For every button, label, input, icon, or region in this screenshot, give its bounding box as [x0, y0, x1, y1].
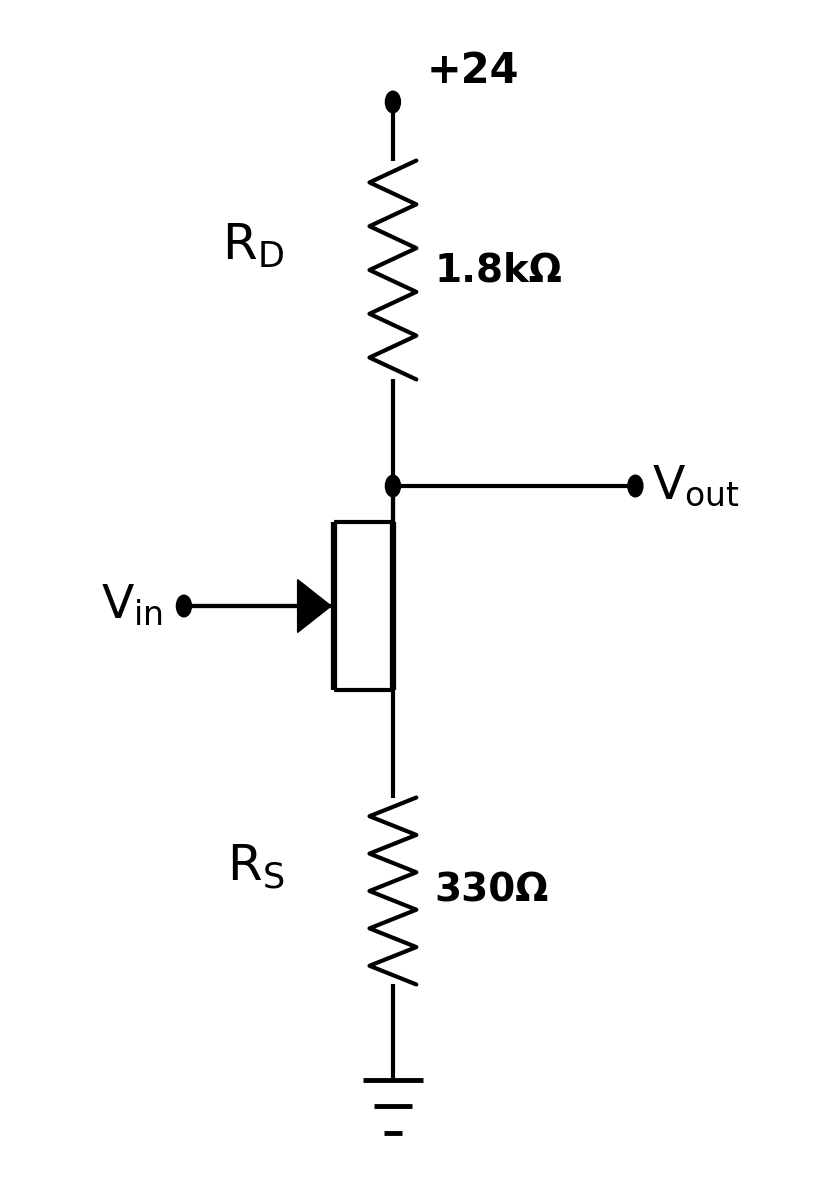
Text: $\mathregular{V_{in}}$: $\mathregular{V_{in}}$: [101, 583, 163, 629]
Text: $\mathregular{R_D}$: $\mathregular{R_D}$: [222, 222, 284, 270]
Circle shape: [176, 595, 191, 617]
Circle shape: [385, 91, 400, 113]
Circle shape: [628, 475, 643, 497]
Text: +24: +24: [426, 50, 519, 92]
Circle shape: [385, 475, 400, 497]
Text: 330Ω: 330Ω: [435, 872, 549, 910]
Polygon shape: [298, 580, 331, 632]
Text: 1.8kΩ: 1.8kΩ: [435, 251, 563, 289]
Text: $\mathregular{V_{out}}$: $\mathregular{V_{out}}$: [652, 463, 740, 509]
Text: $\mathregular{R_S}$: $\mathregular{R_S}$: [227, 842, 284, 892]
